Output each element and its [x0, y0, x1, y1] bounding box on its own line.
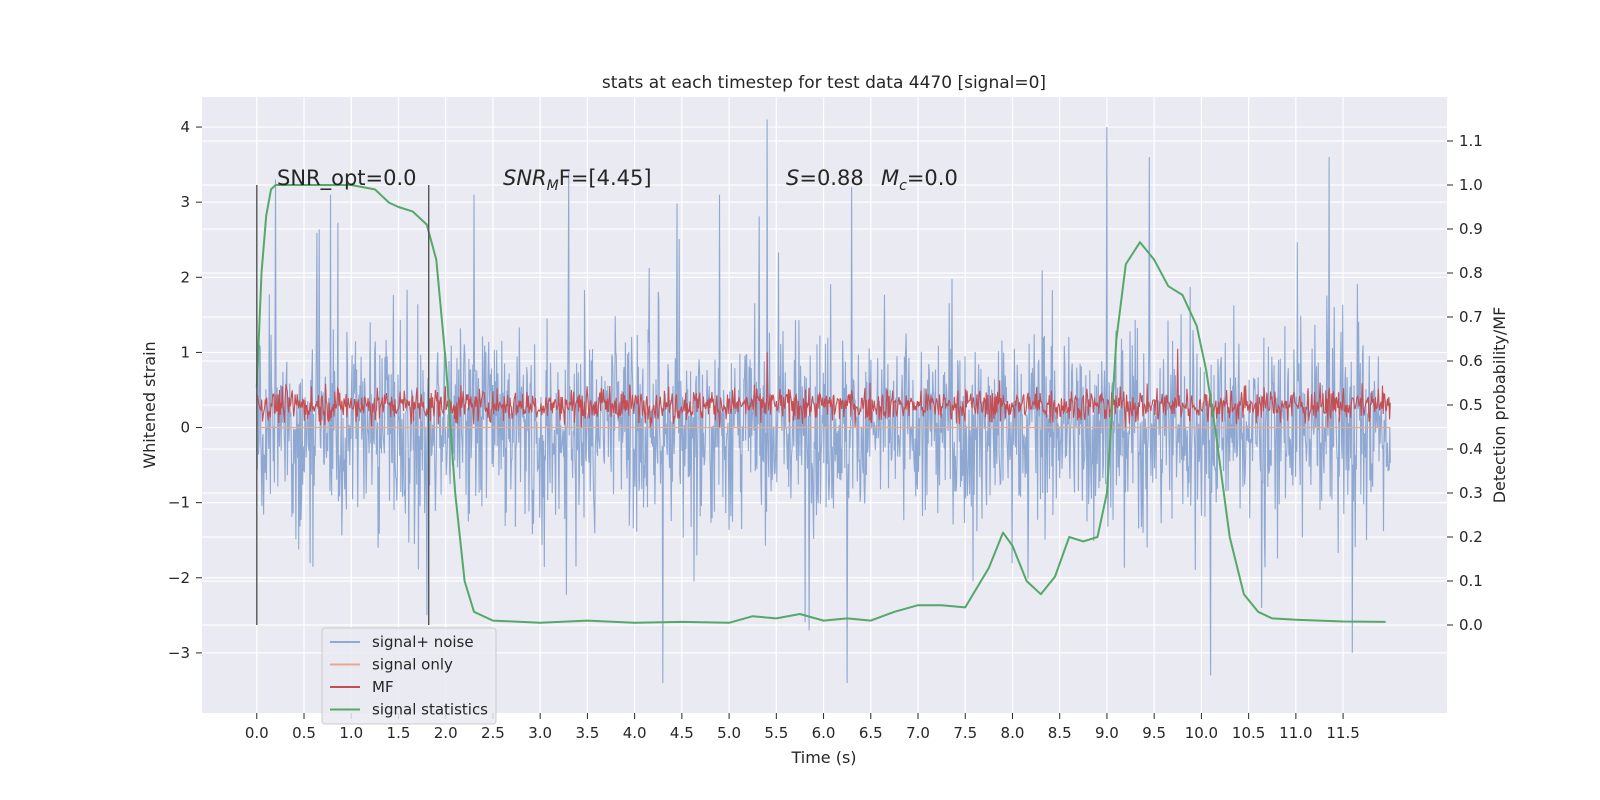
y2-tick-label: 0.2 — [1459, 528, 1483, 546]
x-tick-label: 0.5 — [292, 724, 316, 742]
x-axis-label: Time (s) — [790, 748, 856, 767]
y-axis-left: 4 3 2 1 0 −1 −2 −3 — [168, 118, 202, 662]
series-mf — [256, 348, 1391, 428]
x-tick-label: 1.0 — [339, 724, 363, 742]
y2-tick-label: 0.4 — [1459, 440, 1483, 458]
x-tick-label: 7.0 — [906, 724, 930, 742]
x-tick-label: 1.5 — [387, 724, 411, 742]
legend-label: signal statistics — [372, 701, 488, 719]
series-signal-statistics — [255, 184, 1386, 624]
y2-tick-label: 0.5 — [1459, 396, 1483, 414]
series-layer — [255, 119, 1391, 684]
x-tick-label: 5.0 — [717, 724, 741, 742]
x-tick-label: 11.5 — [1326, 724, 1359, 742]
x-tick-label: 3.0 — [528, 724, 552, 742]
legend-box — [321, 627, 497, 725]
y2-tick-label: 0.3 — [1459, 484, 1483, 502]
x-tick-label: 5.5 — [764, 724, 788, 742]
x-tick-label: 6.0 — [812, 724, 836, 742]
y2-tick-label: 1.1 — [1459, 132, 1483, 150]
y-tick-label: 3 — [180, 193, 190, 211]
y2-tick-label: 0.1 — [1459, 572, 1483, 590]
y2-tick-label: 0.9 — [1459, 220, 1483, 238]
x-tick-label: 7.5 — [953, 724, 977, 742]
annotation-s-label: S — [786, 166, 799, 190]
legend: signal+ noise signal only MF signal statist… — [321, 627, 497, 725]
y-tick-label: 0 — [180, 419, 190, 437]
annotation-mc: Mc=0.0 — [881, 166, 958, 194]
x-tick-label: 4.0 — [623, 724, 647, 742]
x-tick-label: 10.0 — [1185, 724, 1218, 742]
y2-axis-label: Detection probability/MF — [1490, 307, 1509, 504]
y-tick-label: 1 — [180, 343, 190, 361]
x-tick-label: 4.5 — [670, 724, 694, 742]
chart-title: stats at each timestep for test data 447… — [602, 73, 1046, 93]
y-axis-right: 1.1 1.0 0.9 0.8 0.7 0.6 0.5 0.4 0.3 0.2 0.1 0.0 — [1447, 132, 1483, 634]
y2-tick-label: 0.7 — [1459, 308, 1483, 326]
x-tick-label: 2.5 — [481, 724, 505, 742]
annotation-mc-label: M — [881, 166, 899, 190]
x-tick-label: 11.0 — [1279, 724, 1312, 742]
y2-tick-label: 0.0 — [1459, 616, 1483, 634]
legend-label: signal+ noise — [372, 633, 474, 651]
legend-label: signal only — [372, 656, 453, 674]
y-tick-label: −2 — [168, 569, 190, 587]
y2-tick-label: 1.0 — [1459, 176, 1483, 194]
x-tick-label: 8.0 — [1001, 724, 1025, 742]
x-tick-label: 6.5 — [859, 724, 883, 742]
x-tick-label: 9.5 — [1142, 724, 1166, 742]
grid-lines — [202, 97, 1447, 713]
series-signal-noise — [256, 119, 1391, 684]
y2-tick-label: 0.8 — [1459, 264, 1483, 282]
annotation-snr-mf: SNRMF=[4.45] — [503, 166, 652, 194]
x-tick-label: 9.0 — [1095, 724, 1119, 742]
y-tick-label: 2 — [180, 268, 190, 286]
x-tick-label: 2.0 — [434, 724, 458, 742]
annotation-snr-opt: SNR_opt=0.0 — [277, 166, 417, 191]
annotation-s-value: =0.88 — [799, 166, 863, 190]
x-tick-label: 0.0 — [245, 724, 269, 742]
y2-tick-label: 0.6 — [1459, 352, 1483, 370]
annotation-snr-mf-main: SNR — [503, 166, 547, 190]
y-axis-label: Whitened strain — [140, 341, 159, 468]
legend-label: MF — [372, 678, 394, 696]
x-tick-label: 3.5 — [575, 724, 599, 742]
annotation-snr-mf-sub: M — [547, 178, 559, 194]
annotation-mc-value: =0.0 — [907, 166, 958, 190]
annotation-s: S=0.88 — [786, 166, 864, 190]
annotation-mc-sub: c — [899, 178, 907, 194]
y-tick-label: −1 — [168, 494, 190, 512]
x-axis: 0.0 0.5 1.0 1.5 2.0 2.5 3.0 3.5 4.0 4.5 5.0 5.5 6.0 6… — [245, 713, 1360, 742]
y-tick-label: 4 — [180, 118, 190, 136]
x-tick-label: 10.5 — [1232, 724, 1265, 742]
x-tick-label: 8.5 — [1048, 724, 1072, 742]
y-tick-label: −3 — [168, 644, 190, 662]
vertical-markers — [256, 185, 430, 625]
annotation-snr-mf-rest: F=[4.45] — [559, 166, 652, 190]
